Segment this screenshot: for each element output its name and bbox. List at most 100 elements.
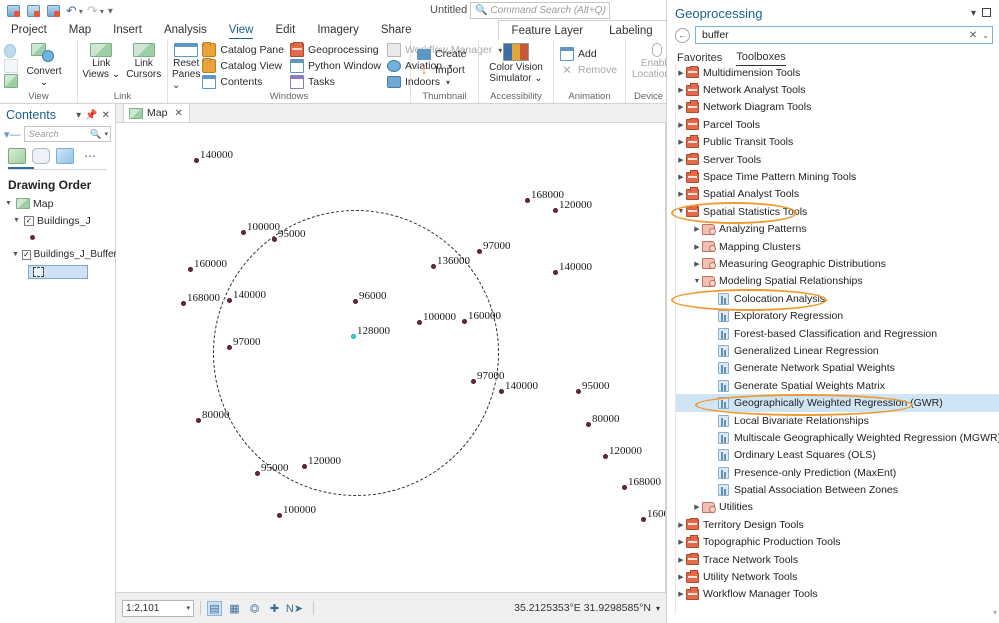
toolbox-tree-row[interactable]: ▶ Mapping Clusters: [676, 238, 999, 255]
tab-feature-layer[interactable]: Feature Layer: [511, 24, 584, 37]
expander-collapsed-icon[interactable]: ▶: [678, 87, 684, 95]
save-as-icon[interactable]: [45, 3, 62, 20]
link-cursors-button[interactable]: Link Cursors: [125, 42, 164, 80]
expander-expanded-icon[interactable]: ▼: [693, 277, 701, 285]
expander-collapsed-icon[interactable]: ▶: [678, 574, 684, 582]
toolbox-tree-row[interactable]: ▶ Utilities: [676, 499, 999, 516]
convert-dropdown-caret[interactable]: ⌄: [39, 77, 49, 88]
layer-visibility-checkbox[interactable]: ✓: [24, 215, 34, 226]
chevron-down-icon[interactable]: ▾: [186, 605, 190, 612]
toolbox-tree-row[interactable]: ▶ Network Diagram Tools: [676, 99, 999, 116]
contents-search-input[interactable]: Search 🔍 ▾: [23, 126, 111, 142]
toolbox-tree-row[interactable]: Multiscale Geographically Weighted Regre…: [676, 429, 999, 446]
pin-icon[interactable]: 📌: [85, 109, 98, 121]
chevron-down-icon[interactable]: ⌄: [982, 30, 989, 40]
toolbox-tree-row[interactable]: Generate Network Spatial Weights: [676, 360, 999, 377]
enable-location-button[interactable]: Enable Location ⌄: [630, 42, 683, 80]
aviation-button[interactable]: Aviation ▾: [385, 58, 506, 74]
toolbox-tree-row[interactable]: ▼ Spatial Statistics Tools: [676, 203, 999, 220]
expander-collapsed-icon[interactable]: ▶: [678, 591, 684, 599]
toolbox-tree-row[interactable]: Generalized Linear Regression: [676, 342, 999, 359]
tab-labeling[interactable]: Labeling: [609, 24, 653, 37]
redo-icon[interactable]: ↷: [86, 3, 98, 18]
toolbox-tree-row[interactable]: ▶ Territory Design Tools: [676, 516, 999, 533]
toolbox-tree-row[interactable]: ▶ Public Transit Tools: [676, 134, 999, 151]
polygon-symbol-selected[interactable]: [28, 264, 88, 279]
geoprocessing-button[interactable]: Geoprocessing: [288, 42, 385, 58]
workflow-manager-dropdown-icon[interactable]: ▾: [498, 45, 503, 55]
chevron-down-icon[interactable]: ▾: [104, 131, 108, 138]
toolbox-tree-row[interactable]: Geographically Weighted Regression (GWR): [676, 394, 999, 412]
expander-collapsed-icon[interactable]: ▶: [678, 104, 684, 112]
tasks-button[interactable]: Tasks: [288, 74, 385, 90]
expander-collapsed-icon[interactable]: ▶: [678, 174, 684, 182]
chart-icon[interactable]: [4, 59, 18, 73]
tab-map[interactable]: Map: [68, 24, 92, 36]
map-icon[interactable]: [4, 74, 18, 88]
list-by-selection-icon[interactable]: [56, 148, 74, 164]
expander-collapsed-icon[interactable]: ▶: [678, 191, 684, 199]
list-by-data-source-icon[interactable]: [32, 148, 50, 164]
back-arrow-icon[interactable]: ←: [675, 27, 690, 43]
add-data-icon[interactable]: ✚: [269, 602, 280, 615]
toolbox-tree-row[interactable]: ▶ Parcel Tools: [676, 116, 999, 133]
toolbox-tree-row[interactable]: ▼ Modeling Spatial Relationships: [676, 273, 999, 290]
toolbox-tree-row[interactable]: Ordinary Least Squares (OLS): [676, 447, 999, 464]
tab-view[interactable]: View: [218, 22, 265, 39]
map-view-tab[interactable]: Map ✕: [123, 103, 190, 122]
catalog-view-button[interactable]: Catalog View: [200, 58, 288, 74]
undo-dropdown-icon[interactable]: ▾: [78, 6, 83, 16]
color-vision-simulator-button[interactable]: Color Vision Simulator ⌄: [483, 42, 549, 84]
expander-expanded-icon[interactable]: ▼: [677, 208, 685, 216]
remove-animation-button[interactable]: ✕ Remove: [558, 62, 621, 78]
expander-collapsed-icon[interactable]: ▶: [694, 260, 700, 268]
toolbox-tree-row[interactable]: ▶ Multidimension Tools: [676, 64, 999, 81]
toolbox-tree-row[interactable]: Exploratory Regression: [676, 307, 999, 324]
chevron-down-icon[interactable]: ▾: [76, 109, 82, 121]
toolbox-tree-row[interactable]: Local Bivariate Relationships: [676, 412, 999, 429]
expander-collapsed-icon[interactable]: ▶: [678, 139, 684, 147]
chevron-down-icon[interactable]: ▾: [655, 603, 660, 613]
geoprocessing-toolbox-tree[interactable]: ▶ Multidimension Tools ▶ Network Analyst To…: [675, 64, 999, 614]
attribute-table-icon[interactable]: ▦: [229, 602, 240, 615]
link-views-button[interactable]: Link Views ⌄: [82, 42, 121, 80]
maximize-icon[interactable]: [979, 7, 994, 20]
convert-button[interactable]: Convert ⌄: [18, 42, 70, 88]
toolbox-tree-row[interactable]: Generate Spatial Weights Matrix: [676, 377, 999, 394]
next-icon[interactable]: N➤: [285, 602, 304, 615]
toolbox-tree-row[interactable]: ▶ Space Time Pattern Mining Tools: [676, 168, 999, 185]
tab-toolboxes[interactable]: Toolboxes: [736, 51, 786, 66]
toolbox-tree-row[interactable]: Colocation Analysis: [676, 290, 999, 307]
contents-tree-symbol-point[interactable]: [0, 229, 115, 246]
clear-search-icon[interactable]: ✕: [968, 29, 978, 41]
tab-edit[interactable]: Edit: [275, 24, 296, 36]
expander-icon[interactable]: ▼: [5, 200, 12, 207]
contents-tree-row-buffer[interactable]: ▼ ✓ Buildings_J_Buffer: [0, 246, 117, 263]
add-animation-button[interactable]: Add: [558, 46, 621, 62]
redo-dropdown-icon[interactable]: ▾: [99, 6, 104, 16]
close-icon[interactable]: ✕: [101, 109, 110, 121]
tab-project[interactable]: Project: [11, 24, 47, 36]
toolbox-tree-row[interactable]: ▶ Analyzing Patterns: [676, 221, 999, 238]
catalog-pane-button[interactable]: Catalog Pane: [200, 42, 288, 58]
layer-visibility-checkbox[interactable]: ✓: [21, 249, 31, 260]
expander-collapsed-icon[interactable]: ▶: [678, 556, 684, 564]
expander-icon[interactable]: ▼: [13, 217, 20, 224]
filter-icon[interactable]: ▾—: [4, 128, 21, 141]
explore-icon[interactable]: ⏣: [249, 602, 260, 615]
contents-tree-row-map[interactable]: ▼ Map: [0, 195, 115, 212]
toolbox-tree-row[interactable]: Forest-based Classification and Regressi…: [676, 325, 999, 342]
tab-favorites[interactable]: Favorites: [677, 51, 723, 64]
customize-qat-icon[interactable]: ▾: [107, 5, 113, 17]
toolbox-tree-row[interactable]: ▶ Measuring Geographic Distributions: [676, 255, 999, 272]
more-options-icon[interactable]: ⋯: [84, 149, 97, 163]
expander-collapsed-icon[interactable]: ▶: [678, 539, 684, 547]
command-search-input[interactable]: 🔍 Command Search (Alt+Q): [470, 2, 610, 19]
create-thumbnail-button[interactable]: Create: [415, 46, 471, 62]
expander-collapsed-icon[interactable]: ▶: [678, 156, 684, 164]
toolbox-tree-row[interactable]: Presence-only Prediction (MaxEnt): [676, 464, 999, 481]
indoors-button[interactable]: Indoors ▾: [385, 74, 506, 90]
contents-tree-symbol-polygon[interactable]: [0, 263, 115, 280]
reset-panes-button[interactable]: Reset Panes ⌄: [172, 42, 200, 91]
expander-icon[interactable]: ▼: [12, 251, 19, 258]
